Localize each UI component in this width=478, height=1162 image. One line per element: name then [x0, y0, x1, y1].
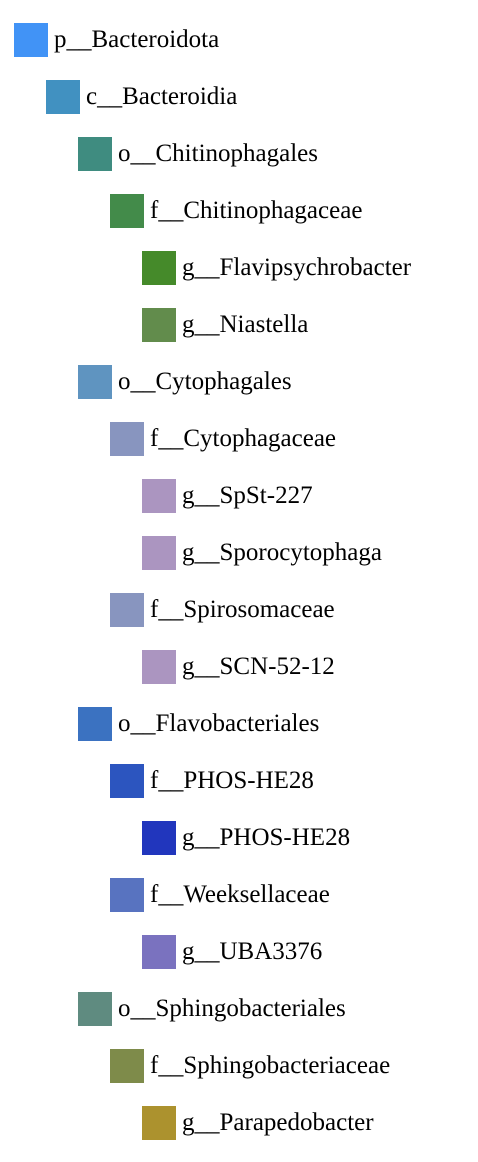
node-label: g__SCN-52-12	[182, 653, 335, 680]
node-label: o__Cytophagales	[118, 368, 292, 395]
tree-node: o__Sphingobacteriales	[78, 992, 346, 1026]
node-label: f__Spirosomaceae	[150, 596, 335, 623]
node-label: f__PHOS-HE28	[150, 767, 314, 794]
color-swatch	[110, 194, 144, 228]
color-swatch	[110, 422, 144, 456]
tree-node: o__Cytophagales	[78, 365, 292, 399]
node-label: g__Parapedobacter	[182, 1109, 374, 1136]
tree-node: f__Sphingobacteriaceae	[110, 1049, 390, 1083]
tree-node: g__Parapedobacter	[142, 1106, 374, 1140]
node-label: p__Bacteroidota	[54, 26, 220, 53]
tree-node: f__Cytophagaceae	[110, 422, 336, 456]
color-swatch	[14, 23, 48, 57]
node-label: f__Chitinophagaceae	[150, 197, 363, 224]
node-label: f__Cytophagaceae	[150, 425, 337, 452]
color-swatch	[110, 878, 144, 912]
color-swatch	[142, 821, 176, 855]
tree-node: o__Flavobacteriales	[78, 707, 319, 741]
node-label: o__Sphingobacteriales	[118, 995, 346, 1022]
node-label: c__Bacteroidia	[86, 83, 238, 110]
tree-node: f__Chitinophagaceae	[110, 194, 362, 228]
color-swatch	[78, 137, 112, 171]
tree-node: c__Bacteroidia	[46, 80, 237, 114]
node-label: f__Weeksellaceae	[150, 881, 330, 908]
color-swatch	[142, 935, 176, 969]
tree-node: g__SpSt-227	[142, 479, 313, 513]
color-swatch	[78, 365, 112, 399]
color-swatch	[142, 650, 176, 684]
color-swatch	[142, 251, 176, 285]
tree-node: p__Bacteroidota	[14, 23, 219, 57]
color-swatch	[110, 1049, 144, 1083]
node-label: g__Flavipsychrobacter	[182, 254, 412, 281]
tree-node: g__UBA3376	[142, 935, 322, 969]
color-swatch	[110, 764, 144, 798]
tree-node: g__Flavipsychrobacter	[142, 251, 411, 285]
color-swatch	[142, 536, 176, 570]
node-label: g__Niastella	[182, 311, 309, 338]
color-swatch	[142, 479, 176, 513]
tree-node: g__PHOS-HE28	[142, 821, 350, 855]
tree-node: f__PHOS-HE28	[110, 764, 314, 798]
tree-node: o__Chitinophagales	[78, 137, 318, 171]
node-label: g__PHOS-HE28	[182, 824, 351, 851]
tree-node: g__SCN-52-12	[142, 650, 335, 684]
node-label: f__Sphingobacteriaceae	[150, 1052, 391, 1079]
node-label: o__Flavobacteriales	[118, 710, 320, 737]
tree-node: f__Weeksellaceae	[110, 878, 330, 912]
tree-node: g__Niastella	[142, 308, 308, 342]
color-swatch	[78, 707, 112, 741]
color-swatch	[46, 80, 80, 114]
tree-node: f__Spirosomaceae	[110, 593, 335, 627]
color-swatch	[110, 593, 144, 627]
color-swatch	[142, 308, 176, 342]
node-label: g__UBA3376	[182, 938, 323, 965]
node-label: g__Sporocytophaga	[182, 539, 382, 566]
tree-node: g__Sporocytophaga	[142, 536, 382, 570]
color-swatch	[142, 1106, 176, 1140]
node-label: o__Chitinophagales	[118, 140, 318, 167]
color-swatch	[78, 992, 112, 1026]
node-label: g__SpSt-227	[182, 482, 313, 509]
